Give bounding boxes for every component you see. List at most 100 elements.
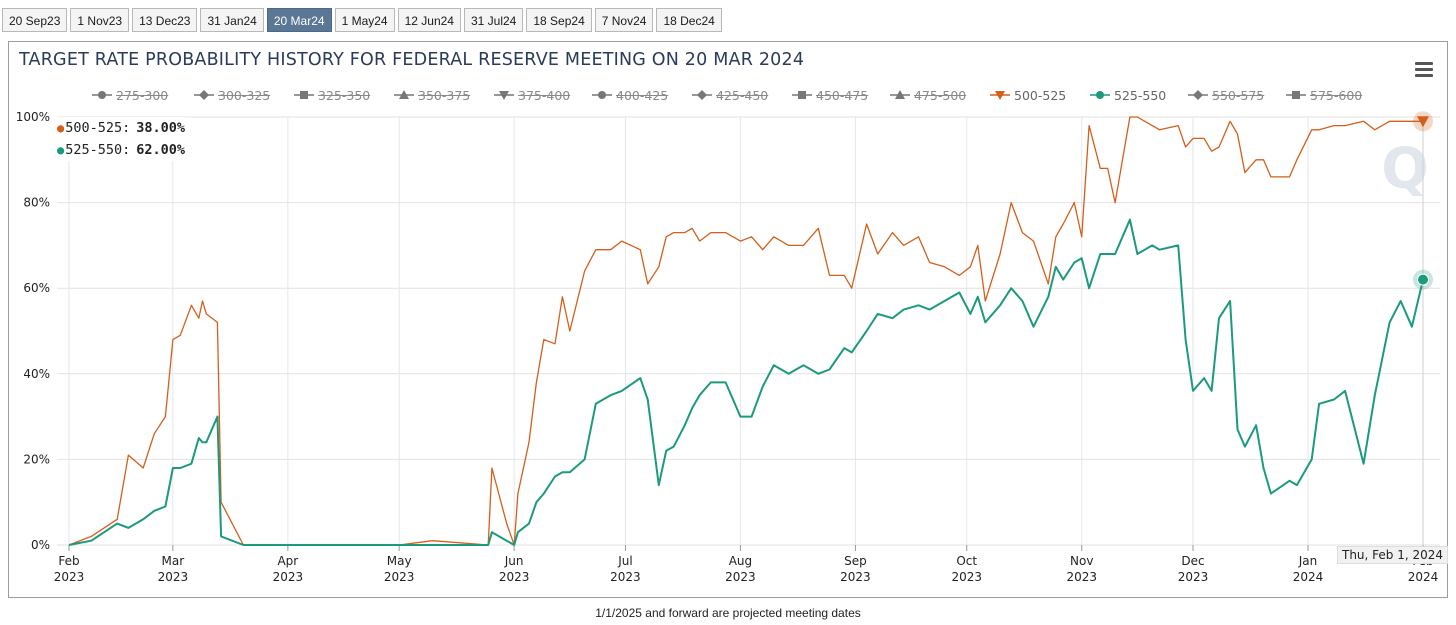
x-tick-year: 2023 — [1066, 570, 1097, 584]
legend-item-575-600[interactable]: 575-600 — [1286, 84, 1362, 106]
hover-date-label: Thu, Feb 1, 2024 — [1337, 546, 1449, 564]
legend-symbol-triangle-down-icon — [990, 91, 1010, 100]
series-dot-icon: ● — [57, 121, 65, 135]
legend-label: 425-450 — [716, 87, 769, 103]
tab-13-dec23[interactable]: 13 Dec23 — [132, 8, 198, 32]
x-tick-year: 2023 — [1178, 570, 1209, 584]
tooltip-series-label: 500-525: — [65, 120, 131, 136]
hover-marker-triangle-down-icon — [1417, 116, 1429, 128]
x-tick-label: Apr — [277, 554, 298, 568]
x-tick-label: Aug — [729, 554, 752, 568]
x-tick-year: 2024 — [1408, 570, 1439, 584]
x-tick-year: 2023 — [499, 570, 530, 584]
x-tick-label: Feb — [58, 554, 79, 568]
legend-item-425-450[interactable]: 425-450 — [692, 84, 768, 106]
x-tick-year: 2023 — [54, 570, 85, 584]
tab-12-jun24[interactable]: 12 Jun24 — [397, 8, 461, 32]
x-tick-label: Jan — [1298, 554, 1318, 568]
x-tick-year: 2023 — [725, 570, 756, 584]
legend-symbol-circle-icon — [92, 91, 112, 99]
y-tick-label: 40% — [23, 367, 50, 381]
legend-item-375-400[interactable]: 375-400 — [494, 84, 570, 106]
tooltip-row: ● 525-550: 62.00% — [57, 139, 185, 161]
legend-label: 325-350 — [318, 87, 371, 103]
tooltip-series-value: 62.00% — [136, 142, 186, 158]
series-line-500-525 — [68, 116, 1423, 546]
legend-symbol-square-icon — [792, 91, 812, 99]
legend-label: 375-400 — [518, 87, 571, 103]
legend-item-325-350[interactable]: 325-350 — [294, 84, 370, 106]
tooltip-series-label: 525-550: — [65, 142, 131, 158]
x-tick-year: 2023 — [610, 570, 641, 584]
legend-label: 275-300 — [116, 87, 169, 103]
x-tick-label: Jun — [504, 554, 524, 568]
chart-panel — [8, 41, 1448, 598]
y-tick-label: 20% — [23, 452, 50, 466]
legend-item-525-550[interactable]: 525-550 — [1090, 84, 1166, 106]
tab-31-jul24[interactable]: 31 Jul24 — [463, 8, 524, 32]
legend-symbol-diamond-icon — [194, 90, 214, 100]
x-tick-label: Dec — [1181, 554, 1204, 568]
legend-symbol-circle-icon — [592, 91, 612, 99]
tab-1-may24[interactable]: 1 May24 — [334, 8, 395, 32]
legend-label: 550-575 — [1212, 87, 1265, 103]
tab-20-mar24[interactable]: 20 Mar24 — [266, 8, 332, 32]
tab-7-nov24[interactable]: 7 Nov24 — [594, 8, 654, 32]
quikstrike-q-logo: Q — [1381, 137, 1429, 202]
legend-label: 525-550 — [1114, 87, 1167, 103]
x-tick-year: 2023 — [384, 570, 415, 584]
x-tick-label: Jul — [617, 554, 632, 568]
legend-item-500-525[interactable]: 500-525 — [990, 84, 1066, 106]
x-tick-year: 2023 — [273, 570, 304, 584]
chart-legend: 275-300 300-325 325-350 350-375 375-400 400-4… — [0, 84, 1456, 106]
legend-label: 575-600 — [1310, 87, 1363, 103]
tab-1-nov23[interactable]: 1 Nov23 — [70, 8, 130, 32]
tab-18-dec24[interactable]: 18 Dec24 — [656, 8, 722, 32]
legend-item-550-575[interactable]: 550-575 — [1188, 84, 1264, 106]
x-tick-label: Nov — [1070, 554, 1093, 568]
legend-symbol-triangle-icon — [890, 90, 910, 99]
x-tick-year: 2023 — [840, 570, 871, 584]
tab-18-sep24[interactable]: 18 Sep24 — [526, 8, 592, 32]
legend-item-350-375[interactable]: 350-375 — [394, 84, 470, 106]
series-dot-icon: ● — [57, 143, 65, 157]
x-tick-year: 2024 — [1293, 570, 1324, 584]
legend-label: 300-325 — [218, 87, 271, 103]
legend-item-450-475[interactable]: 450-475 — [792, 84, 868, 106]
legend-symbol-circle-icon — [1090, 91, 1110, 99]
tooltip-series-value: 38.00% — [136, 120, 186, 136]
line-chart: 0% 20% 40% 60% 80% 100% Feb 2023 Mar 2023 Apr 2023 M… — [16, 110, 1440, 584]
footer-note: 1/1/2025 and forward are projected meeti… — [595, 606, 861, 620]
legend-label: 450-475 — [816, 87, 869, 103]
series-line-525-550 — [68, 218, 1424, 546]
legend-symbol-triangle-down-icon — [494, 91, 514, 100]
y-tick-label: 60% — [23, 281, 50, 295]
legend-symbol-diamond-icon — [1188, 90, 1208, 100]
y-tick-label: 80% — [23, 196, 50, 210]
legend-label: 500-525 — [1014, 87, 1067, 103]
hamburger-icon[interactable] — [1413, 60, 1435, 78]
legend-item-300-325[interactable]: 300-325 — [194, 84, 270, 106]
hover-marker-circle-icon — [1417, 273, 1429, 286]
x-tick-year: 2023 — [158, 570, 189, 584]
legend-item-475-500[interactable]: 475-500 — [890, 84, 966, 106]
legend-item-275-300[interactable]: 275-300 — [92, 84, 168, 106]
y-tick-label: 0% — [31, 538, 50, 552]
tooltip-row: ● 500-525: 38.00% — [57, 117, 185, 139]
chart-title: TARGET RATE PROBABILITY HISTORY FOR FEDE… — [19, 50, 805, 70]
x-tick-label: Oct — [956, 554, 977, 568]
y-tick-label: 100% — [16, 110, 50, 124]
x-tick-label: May — [387, 554, 412, 568]
legend-symbol-triangle-icon — [394, 90, 414, 99]
hover-tooltip: ● 500-525: 38.00% ● 525-550: 62.00% — [57, 117, 186, 161]
x-tick-label: Sep — [844, 554, 867, 568]
legend-item-400-425[interactable]: 400-425 — [592, 84, 668, 106]
tab-31-jan24[interactable]: 31 Jan24 — [200, 8, 264, 32]
legend-symbol-square-icon — [294, 91, 314, 99]
legend-label: 350-375 — [418, 87, 471, 103]
tab-20-sep23[interactable]: 20 Sep23 — [2, 8, 68, 32]
meeting-date-tabs: 20 Sep23 1 Nov23 13 Dec23 31 Jan24 20 Mar24 1… — [2, 8, 722, 32]
legend-label: 475-500 — [914, 87, 967, 103]
x-tick-label: Mar — [162, 554, 185, 568]
legend-symbol-diamond-icon — [692, 90, 712, 100]
